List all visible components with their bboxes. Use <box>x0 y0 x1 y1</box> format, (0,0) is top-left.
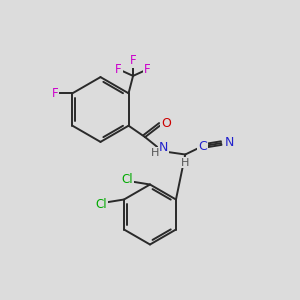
Text: F: F <box>130 54 136 68</box>
Text: O: O <box>161 117 171 130</box>
Text: F: F <box>144 63 151 76</box>
Text: C: C <box>198 140 207 153</box>
Text: Cl: Cl <box>95 198 107 212</box>
Text: N: N <box>225 136 234 149</box>
Text: N: N <box>159 141 168 154</box>
Text: H: H <box>181 158 189 168</box>
Text: Cl: Cl <box>121 173 133 186</box>
Text: H: H <box>151 148 159 158</box>
Text: F: F <box>52 87 58 100</box>
Text: F: F <box>115 63 122 76</box>
